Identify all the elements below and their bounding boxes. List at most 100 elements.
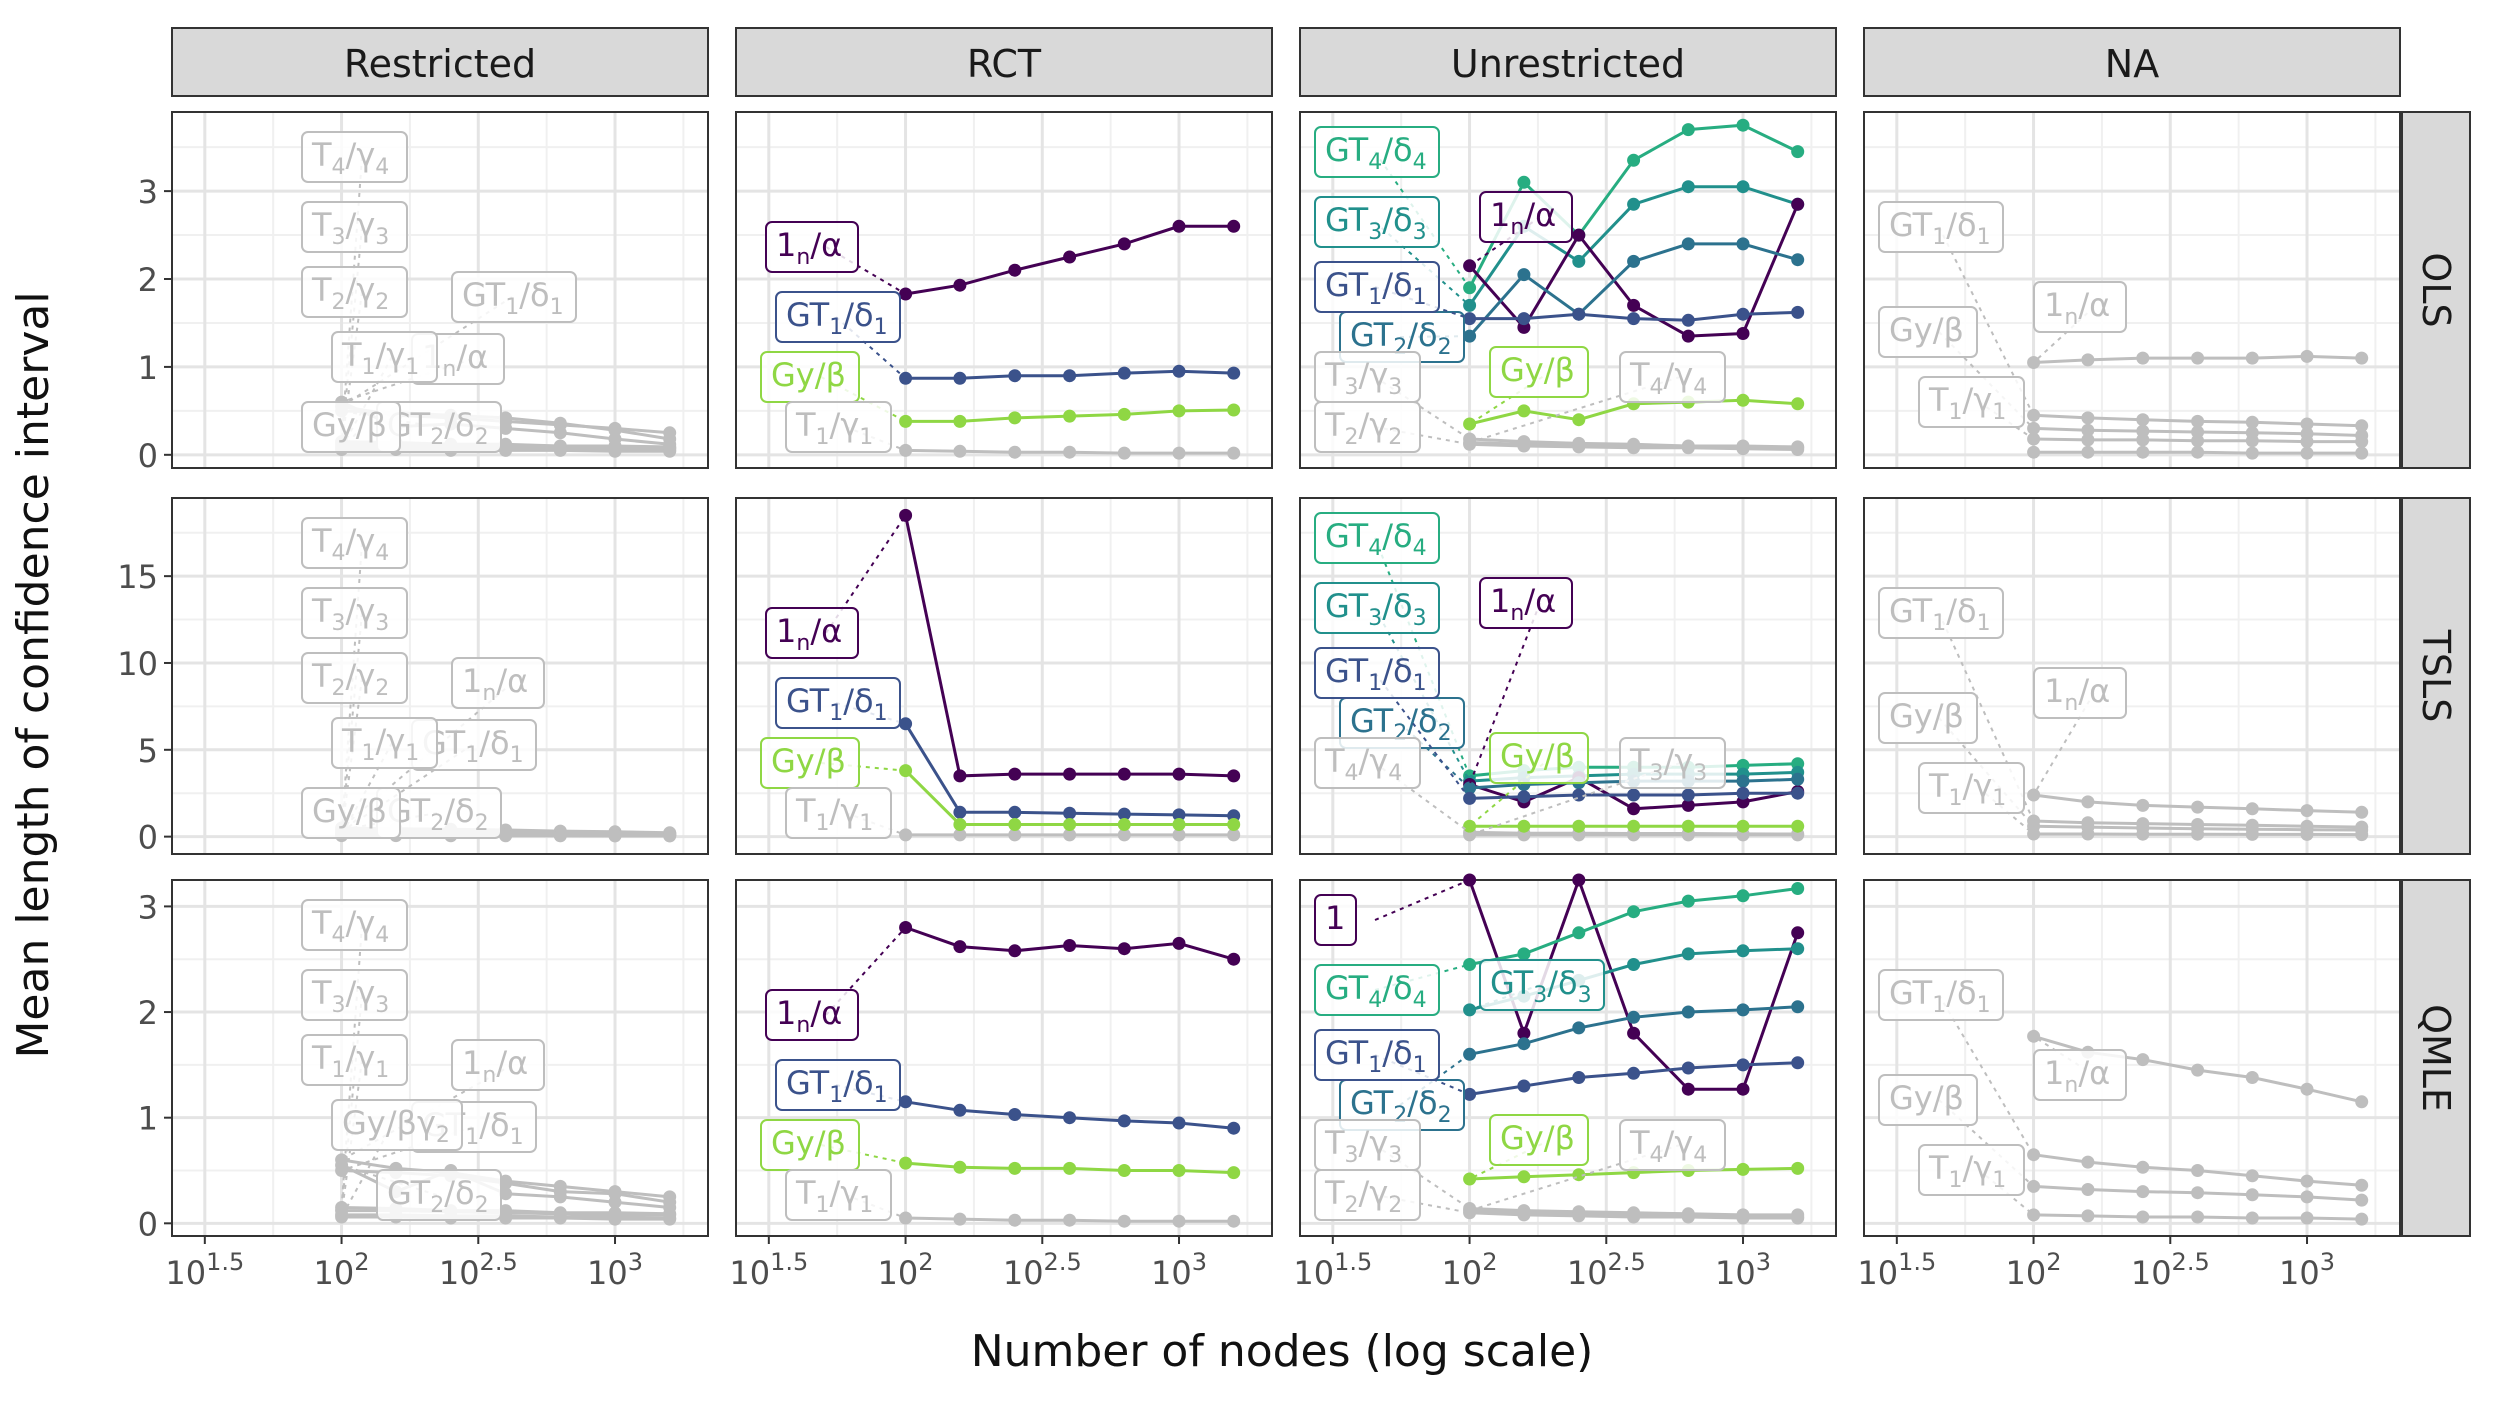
data-point <box>1681 1005 1695 1019</box>
panel-series-group: 1n/α GT1/δ1 Gy/β T1/γ1 <box>760 219 1241 460</box>
series-label-box <box>376 1169 502 1221</box>
series-label-box <box>301 969 408 1021</box>
series-label: Gy/β <box>760 1119 860 1171</box>
series-label: GT2/δ2 <box>1339 1079 1465 1131</box>
x-tick-label: 103 <box>587 1248 643 1292</box>
data-point <box>2355 1095 2369 1109</box>
data-point <box>1172 446 1186 460</box>
data-point <box>899 371 913 385</box>
series-label: GT3/δ3 <box>1314 582 1440 634</box>
panel-border <box>1863 111 2401 469</box>
series-label-box <box>2033 667 2127 719</box>
data-point <box>1517 1037 1531 1051</box>
series-label-text: T4/γ4 <box>311 136 389 180</box>
data-point <box>1572 440 1586 454</box>
data-point <box>2027 1029 2041 1043</box>
panel-series-group: 1n/α GT1/δ1 Gy/β T1/γ1 <box>1878 587 2369 842</box>
series-label: 1n/α <box>1479 191 1573 243</box>
data-point <box>2081 445 2095 459</box>
panel: 0 1 2 3 101.5 102 102.5 103 <box>138 879 709 1292</box>
data-point <box>1227 366 1241 380</box>
data-point <box>1627 298 1641 312</box>
data-point <box>2081 1183 2095 1196</box>
series-label-box <box>1314 512 1440 564</box>
data-point <box>1736 393 1750 407</box>
data-point <box>1172 1116 1186 1130</box>
x-tick-label: 101.5 <box>729 1248 808 1292</box>
data-point <box>1117 366 1131 380</box>
data-point <box>2136 827 2150 841</box>
data-point <box>1463 312 1477 326</box>
series-label-text: GT1/δ1 <box>1889 206 1991 250</box>
series-label-box <box>301 517 408 569</box>
data-point <box>1572 254 1586 268</box>
series-label: GT4/δ4 <box>1314 512 1440 564</box>
data-point <box>1791 197 1805 211</box>
series-label: Gy/β <box>1489 1114 1589 1166</box>
data-point <box>1791 1000 1805 1014</box>
data-point <box>1517 175 1531 189</box>
x-tick-label: 101.5 <box>1293 1248 1372 1292</box>
data-point <box>1008 805 1022 819</box>
column-strip: Restricted <box>171 27 709 97</box>
data-point <box>2355 805 2369 819</box>
data-point <box>1627 905 1641 919</box>
data-point <box>2081 827 2095 841</box>
label-leader <box>820 376 907 423</box>
data-point <box>1736 237 1750 251</box>
series-label-box <box>301 266 408 318</box>
series-label-text: GT1/δ1 <box>1889 592 1991 636</box>
y-tick-label: 10 <box>117 645 158 683</box>
series-label: Gy/βγ2 <box>331 1099 463 1151</box>
data-point <box>2355 351 2369 365</box>
data-point <box>1517 1026 1531 1040</box>
series-label: T1/γ1 <box>785 787 892 839</box>
data-point <box>1572 819 1586 833</box>
data-point <box>2245 802 2259 816</box>
data-point <box>1463 259 1477 273</box>
series-label-text: 1n/α <box>776 226 842 270</box>
data-point <box>1627 802 1641 816</box>
series-label-text: GT4/δ4 <box>1325 969 1427 1013</box>
label-leader <box>835 316 907 380</box>
data-point <box>1736 442 1750 456</box>
series-label: 1n/α <box>2033 1049 2127 1101</box>
series-label-text: Gy/β <box>1500 737 1575 775</box>
data-point <box>1227 769 1241 783</box>
panel-border <box>171 111 709 469</box>
series-label-text: GT3/δ3 <box>1325 201 1427 245</box>
data-point <box>1627 958 1641 971</box>
data-point <box>1736 786 1750 800</box>
data-point <box>1463 1087 1477 1101</box>
series-label: GT1/δ1 <box>1878 201 2004 253</box>
column-strip: Unrestricted <box>1299 27 1837 97</box>
panel-border <box>1299 111 1837 469</box>
data-point <box>499 443 513 457</box>
data-point <box>2300 1211 2314 1225</box>
data-point <box>1172 767 1186 781</box>
series-label: T1/γ1 <box>331 717 438 769</box>
label-leader <box>1374 1194 1470 1214</box>
data-point <box>1063 250 1077 264</box>
data-point <box>1172 1164 1186 1177</box>
row-strip-label: QMLE <box>2414 1004 2458 1112</box>
series-label: GT2/δ2 <box>1339 697 1465 749</box>
series-label-text: 1n/α <box>1490 582 1556 626</box>
series-label: 1n/α <box>765 989 859 1041</box>
data-point <box>2081 1155 2095 1169</box>
data-point <box>1791 305 1805 319</box>
series-label-box <box>1878 969 2004 1021</box>
series-label-text: 1n/α <box>1490 196 1556 240</box>
series-label: Gy/β <box>1878 1074 1978 1126</box>
data-point <box>2355 419 2369 433</box>
data-point <box>553 829 567 843</box>
data-point <box>1736 1211 1750 1225</box>
data-point <box>663 1195 677 1209</box>
data-point <box>2191 1186 2205 1200</box>
y-tick-label: 5 <box>138 732 158 770</box>
y-tick-label: 2 <box>138 261 158 299</box>
x-tick-label: 102.5 <box>1003 1248 1082 1292</box>
series-label: GT1/δ1 <box>775 1059 901 1111</box>
data-point <box>2191 800 2205 814</box>
series-label-text: Gy/β <box>1500 1119 1575 1157</box>
